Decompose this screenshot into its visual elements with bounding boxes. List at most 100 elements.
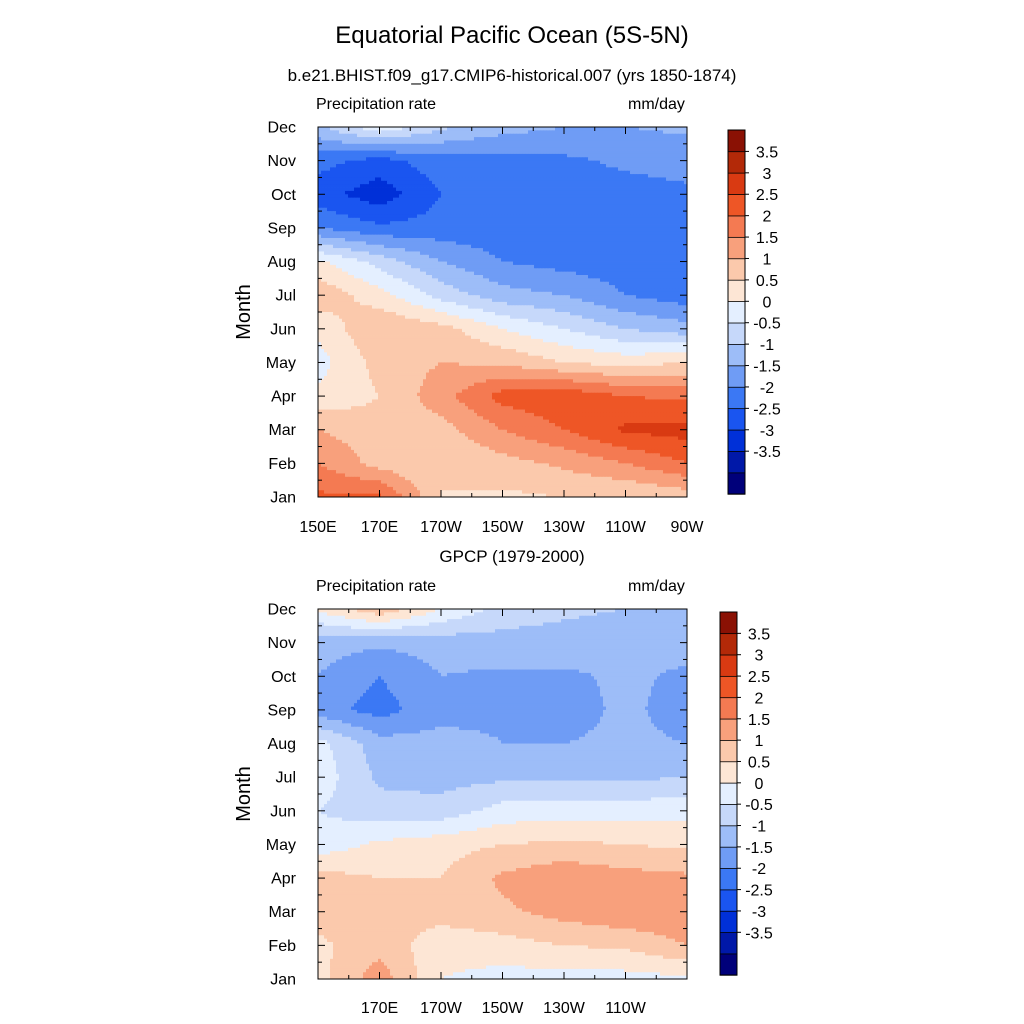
contour-cell <box>645 251 648 255</box>
contour-cell <box>555 235 558 239</box>
contour-cell <box>465 144 468 148</box>
contour-cell <box>681 151 684 155</box>
contour-cell <box>465 151 468 155</box>
contour-cell <box>369 144 372 148</box>
contour-cell <box>426 167 429 171</box>
contour-cell <box>537 167 540 171</box>
contour-cell <box>477 151 480 155</box>
contour-cell <box>510 174 513 178</box>
contour-cell <box>459 144 462 148</box>
contour-cell <box>597 194 600 198</box>
contour-cell <box>387 147 390 151</box>
contour-cell <box>480 238 483 242</box>
contour-cell <box>537 208 540 212</box>
contour-cell <box>594 194 597 198</box>
contour-cell <box>462 214 465 218</box>
contour-cell <box>540 248 543 252</box>
contour-cell <box>492 238 495 242</box>
contour-cell <box>615 225 618 229</box>
contour-cell <box>621 157 624 161</box>
contour-cell <box>588 134 591 138</box>
contour-cell <box>495 235 498 239</box>
contour-cell <box>513 171 516 175</box>
contour-cell <box>615 177 618 181</box>
contour-cell <box>630 144 633 148</box>
contour-cell <box>318 238 321 242</box>
contour-cell <box>483 221 486 225</box>
contour-cell <box>426 147 429 151</box>
contour-cell <box>555 245 558 249</box>
contour-cell <box>390 154 393 158</box>
contour-cell <box>531 218 534 222</box>
contour-cell <box>348 157 351 161</box>
contour-cell <box>552 134 555 138</box>
contour-cell <box>423 251 426 255</box>
contour-cell <box>669 164 672 168</box>
contour-cell <box>657 164 660 168</box>
contour-cell <box>660 171 663 175</box>
contour-cell <box>522 134 525 138</box>
contour-cell <box>372 238 375 242</box>
contour-cell <box>558 164 561 168</box>
contour-cell <box>390 262 393 266</box>
contour-cell <box>621 174 624 178</box>
contour-cell <box>438 167 441 171</box>
contour-cell <box>495 245 498 249</box>
contour-cell <box>570 181 573 185</box>
contour-cell <box>552 188 555 192</box>
contour-cell <box>582 238 585 242</box>
contour-cell <box>426 144 429 148</box>
contour-cell <box>483 198 486 202</box>
contour-cell <box>384 181 387 185</box>
contour-cell <box>537 161 540 165</box>
contour-cell <box>378 258 381 262</box>
contour-cell <box>492 204 495 208</box>
contour-cell <box>537 171 540 175</box>
contour-cell <box>417 191 420 195</box>
contour-cell <box>654 171 657 175</box>
contour-cell <box>603 127 606 131</box>
contour-cell <box>396 177 399 181</box>
contour-cell <box>402 235 405 239</box>
contour-cell <box>399 167 402 171</box>
contour-cell <box>468 184 471 188</box>
contour-cell <box>402 218 405 222</box>
contour-cell <box>381 241 384 245</box>
contour-cell <box>660 198 663 202</box>
contour-cell <box>681 184 684 188</box>
contour-cell <box>318 214 321 218</box>
contour-cell <box>603 214 606 218</box>
contour-cell <box>495 225 498 229</box>
contour-cell <box>555 167 558 171</box>
contour-cell <box>444 161 447 165</box>
contour-cell <box>390 171 393 175</box>
contour-cell <box>417 204 420 208</box>
contour-cell <box>336 184 339 188</box>
contour-cell <box>573 214 576 218</box>
contour-cell <box>513 262 516 266</box>
contour-cell <box>582 191 585 195</box>
contour-cell <box>570 238 573 242</box>
contour-cell <box>510 258 513 262</box>
contour-cell <box>588 164 591 168</box>
contour-cell <box>669 177 672 181</box>
contour-cell <box>591 225 594 229</box>
contour-cell <box>576 194 579 198</box>
contour-cell <box>477 201 480 205</box>
contour-cell <box>582 258 585 262</box>
contour-cell <box>453 208 456 212</box>
contour-cell <box>405 228 408 232</box>
contour-cell <box>567 228 570 232</box>
contour-cell <box>669 255 672 259</box>
contour-cell <box>666 225 669 229</box>
contour-cell <box>642 174 645 178</box>
contour-cell <box>654 181 657 185</box>
contour-cell <box>402 147 405 151</box>
contour-cell <box>645 181 648 185</box>
contour-cell <box>621 144 624 148</box>
contour-cell <box>537 238 540 242</box>
contour-cell <box>426 235 429 239</box>
contour-cell <box>651 228 654 232</box>
contour-cell <box>489 211 492 215</box>
contour-cell <box>513 211 516 215</box>
